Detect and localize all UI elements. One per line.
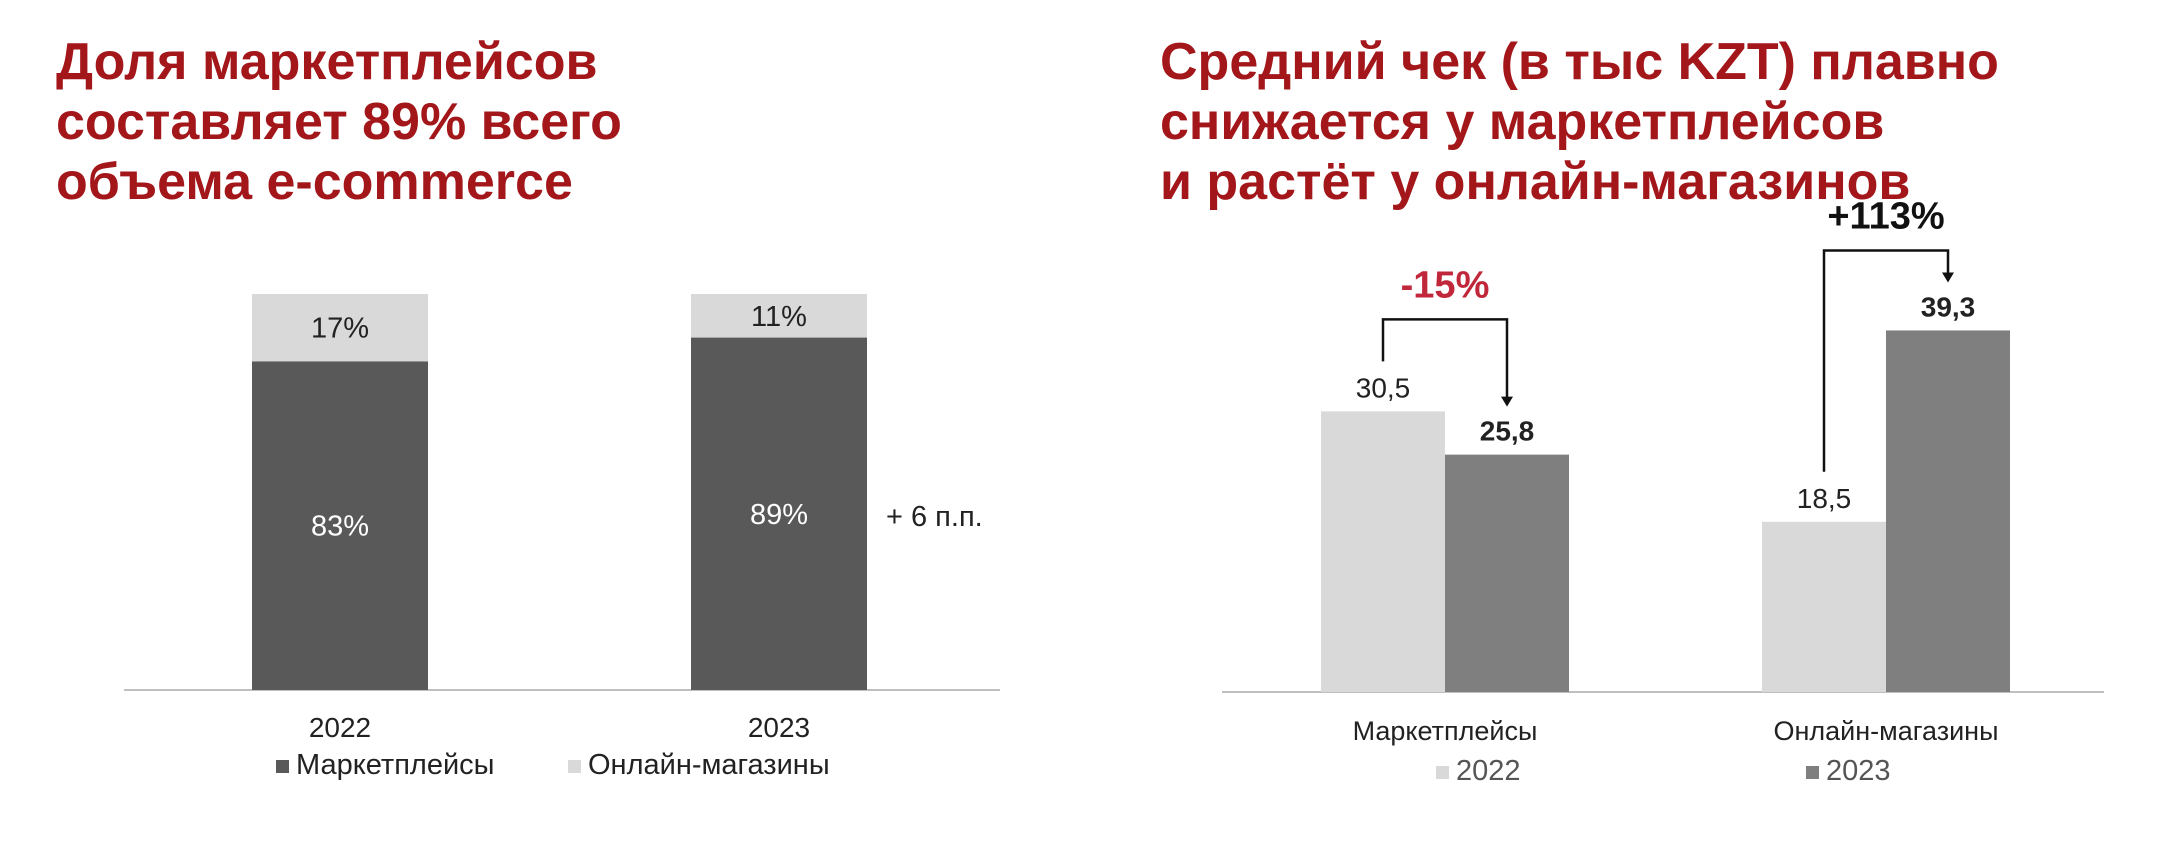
chart1-x-tick-label: 2022 — [309, 712, 371, 743]
chart1-data-label: 11% — [751, 301, 807, 333]
chart2-bar-2023-marketplaces — [1445, 454, 1569, 692]
chart1-bar-marketplaces-2023 — [691, 337, 867, 690]
chart1-legend-swatch-marketplaces — [276, 760, 289, 773]
chart2-change-bracket-0 — [1381, 318, 1509, 399]
chart2-change-bracket-1 — [1822, 249, 1950, 472]
chart2-legend-label-2022: 2022 — [1456, 755, 1521, 787]
chart2-change-label-1: +113% — [1827, 195, 1944, 237]
chart1-title: Доля маркетплейсов составляет 89% всего … — [56, 33, 622, 211]
chart2-change-arrowhead-1 — [1942, 272, 1954, 283]
chart2-bar-2022-marketplaces — [1321, 411, 1445, 692]
chart1-legend-label-online: Онлайн-магазины — [588, 749, 830, 781]
chart1-x-tick-label: 2023 — [748, 712, 810, 743]
chart2-x-tick-label: Онлайн-магазины — [1774, 716, 1999, 746]
chart2-legend-label-2023: 2023 — [1826, 755, 1891, 787]
chart2-data-label: 39,3 — [1921, 291, 1976, 322]
chart2-x-tick-label: Маркетплейсы — [1353, 716, 1538, 746]
chart2-change-arrowhead-0 — [1501, 396, 1513, 407]
chart2-data-label: 30,5 — [1356, 372, 1411, 403]
chart2-change-label-0: -15% — [1401, 264, 1490, 306]
chart1-bar-online-2022 — [252, 294, 428, 362]
chart1-data-label: 83% — [311, 511, 369, 543]
chart1-change-annotation: + 6 п.п. — [886, 501, 983, 533]
chart2-bar-2023-online — [1886, 330, 2010, 692]
chart1-data-label: 89% — [750, 499, 808, 531]
chart2-title: Средний чек (в тыс KZT) плавно снижается… — [1160, 33, 1999, 211]
chart2-bar-2022-online — [1762, 521, 1886, 692]
chart2-data-label: 18,5 — [1797, 483, 1852, 514]
chart2-legend-swatch-2022 — [1436, 766, 1449, 779]
chart1-data-label: 17% — [311, 313, 369, 345]
chart1-legend-swatch-online — [568, 760, 581, 773]
chart1-bar-online-2023 — [691, 294, 867, 338]
chart2-legend-swatch-2023 — [1806, 766, 1819, 779]
chart1-bar-marketplaces-2022 — [252, 361, 428, 690]
chart1-legend-label-marketplaces: Маркетплейсы — [296, 749, 495, 781]
chart2-data-label: 25,8 — [1480, 416, 1535, 447]
